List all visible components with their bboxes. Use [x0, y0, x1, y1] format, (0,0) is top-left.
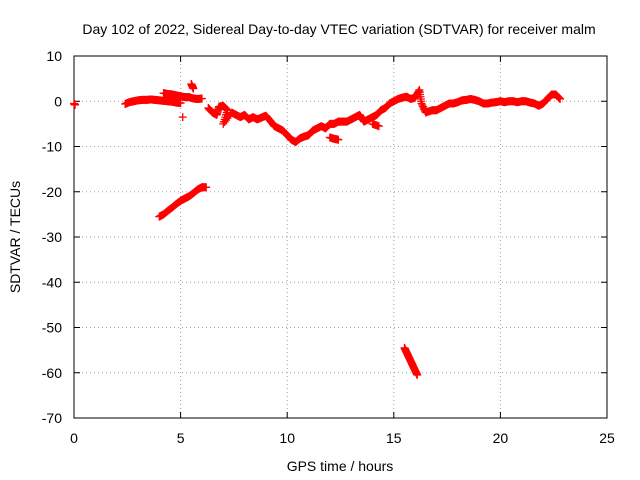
y-tick-label: -40 [42, 274, 62, 290]
data-point-interp [175, 98, 184, 107]
x-tick-label: 0 [70, 430, 78, 446]
data-point-interp [412, 370, 421, 379]
y-tick-label: -20 [42, 184, 62, 200]
x-tick-label: 20 [493, 430, 509, 446]
x-tick-label: 15 [386, 430, 402, 446]
data-point-interp [554, 93, 563, 102]
grid [74, 56, 607, 418]
y-tick-label: -60 [42, 365, 62, 381]
data-point-interp [201, 183, 210, 192]
x-axis-label: GPS time / hours [287, 458, 394, 474]
data-point-interp [221, 104, 230, 113]
data-point-interp [70, 100, 79, 109]
ticks [73, 55, 608, 419]
y-tick-label: 0 [54, 93, 62, 109]
x-tick-label: 5 [177, 430, 185, 446]
data-point-interp [417, 97, 426, 106]
y-tick-label: -30 [42, 229, 62, 245]
y-tick-label: -10 [42, 139, 62, 155]
data-point-interp [224, 112, 233, 121]
x-tick-label: 25 [599, 430, 615, 446]
data-point-interp [189, 83, 198, 92]
data-point-interp [197, 94, 206, 103]
data-point-interp [555, 94, 564, 103]
data-point-interp [553, 92, 562, 101]
data-point-interp [333, 135, 342, 144]
x-tick-label: 10 [279, 430, 295, 446]
data-point-interp [373, 121, 382, 130]
y-tick-label: 10 [46, 48, 62, 64]
data-point [178, 113, 187, 122]
y-axis-label: SDTVAR / TECUs [7, 181, 23, 293]
tick-labels: 0 5 10 15 20 25 -70 -60 -50 -40 -30 -20 -10 0 10 [42, 48, 615, 446]
chart-title: Day 102 of 2022, Sidereal Day-to-day VTE… [82, 21, 595, 37]
y-tick-label: -50 [42, 320, 62, 336]
y-tick-label: -70 [42, 410, 62, 426]
data-points [70, 80, 565, 380]
